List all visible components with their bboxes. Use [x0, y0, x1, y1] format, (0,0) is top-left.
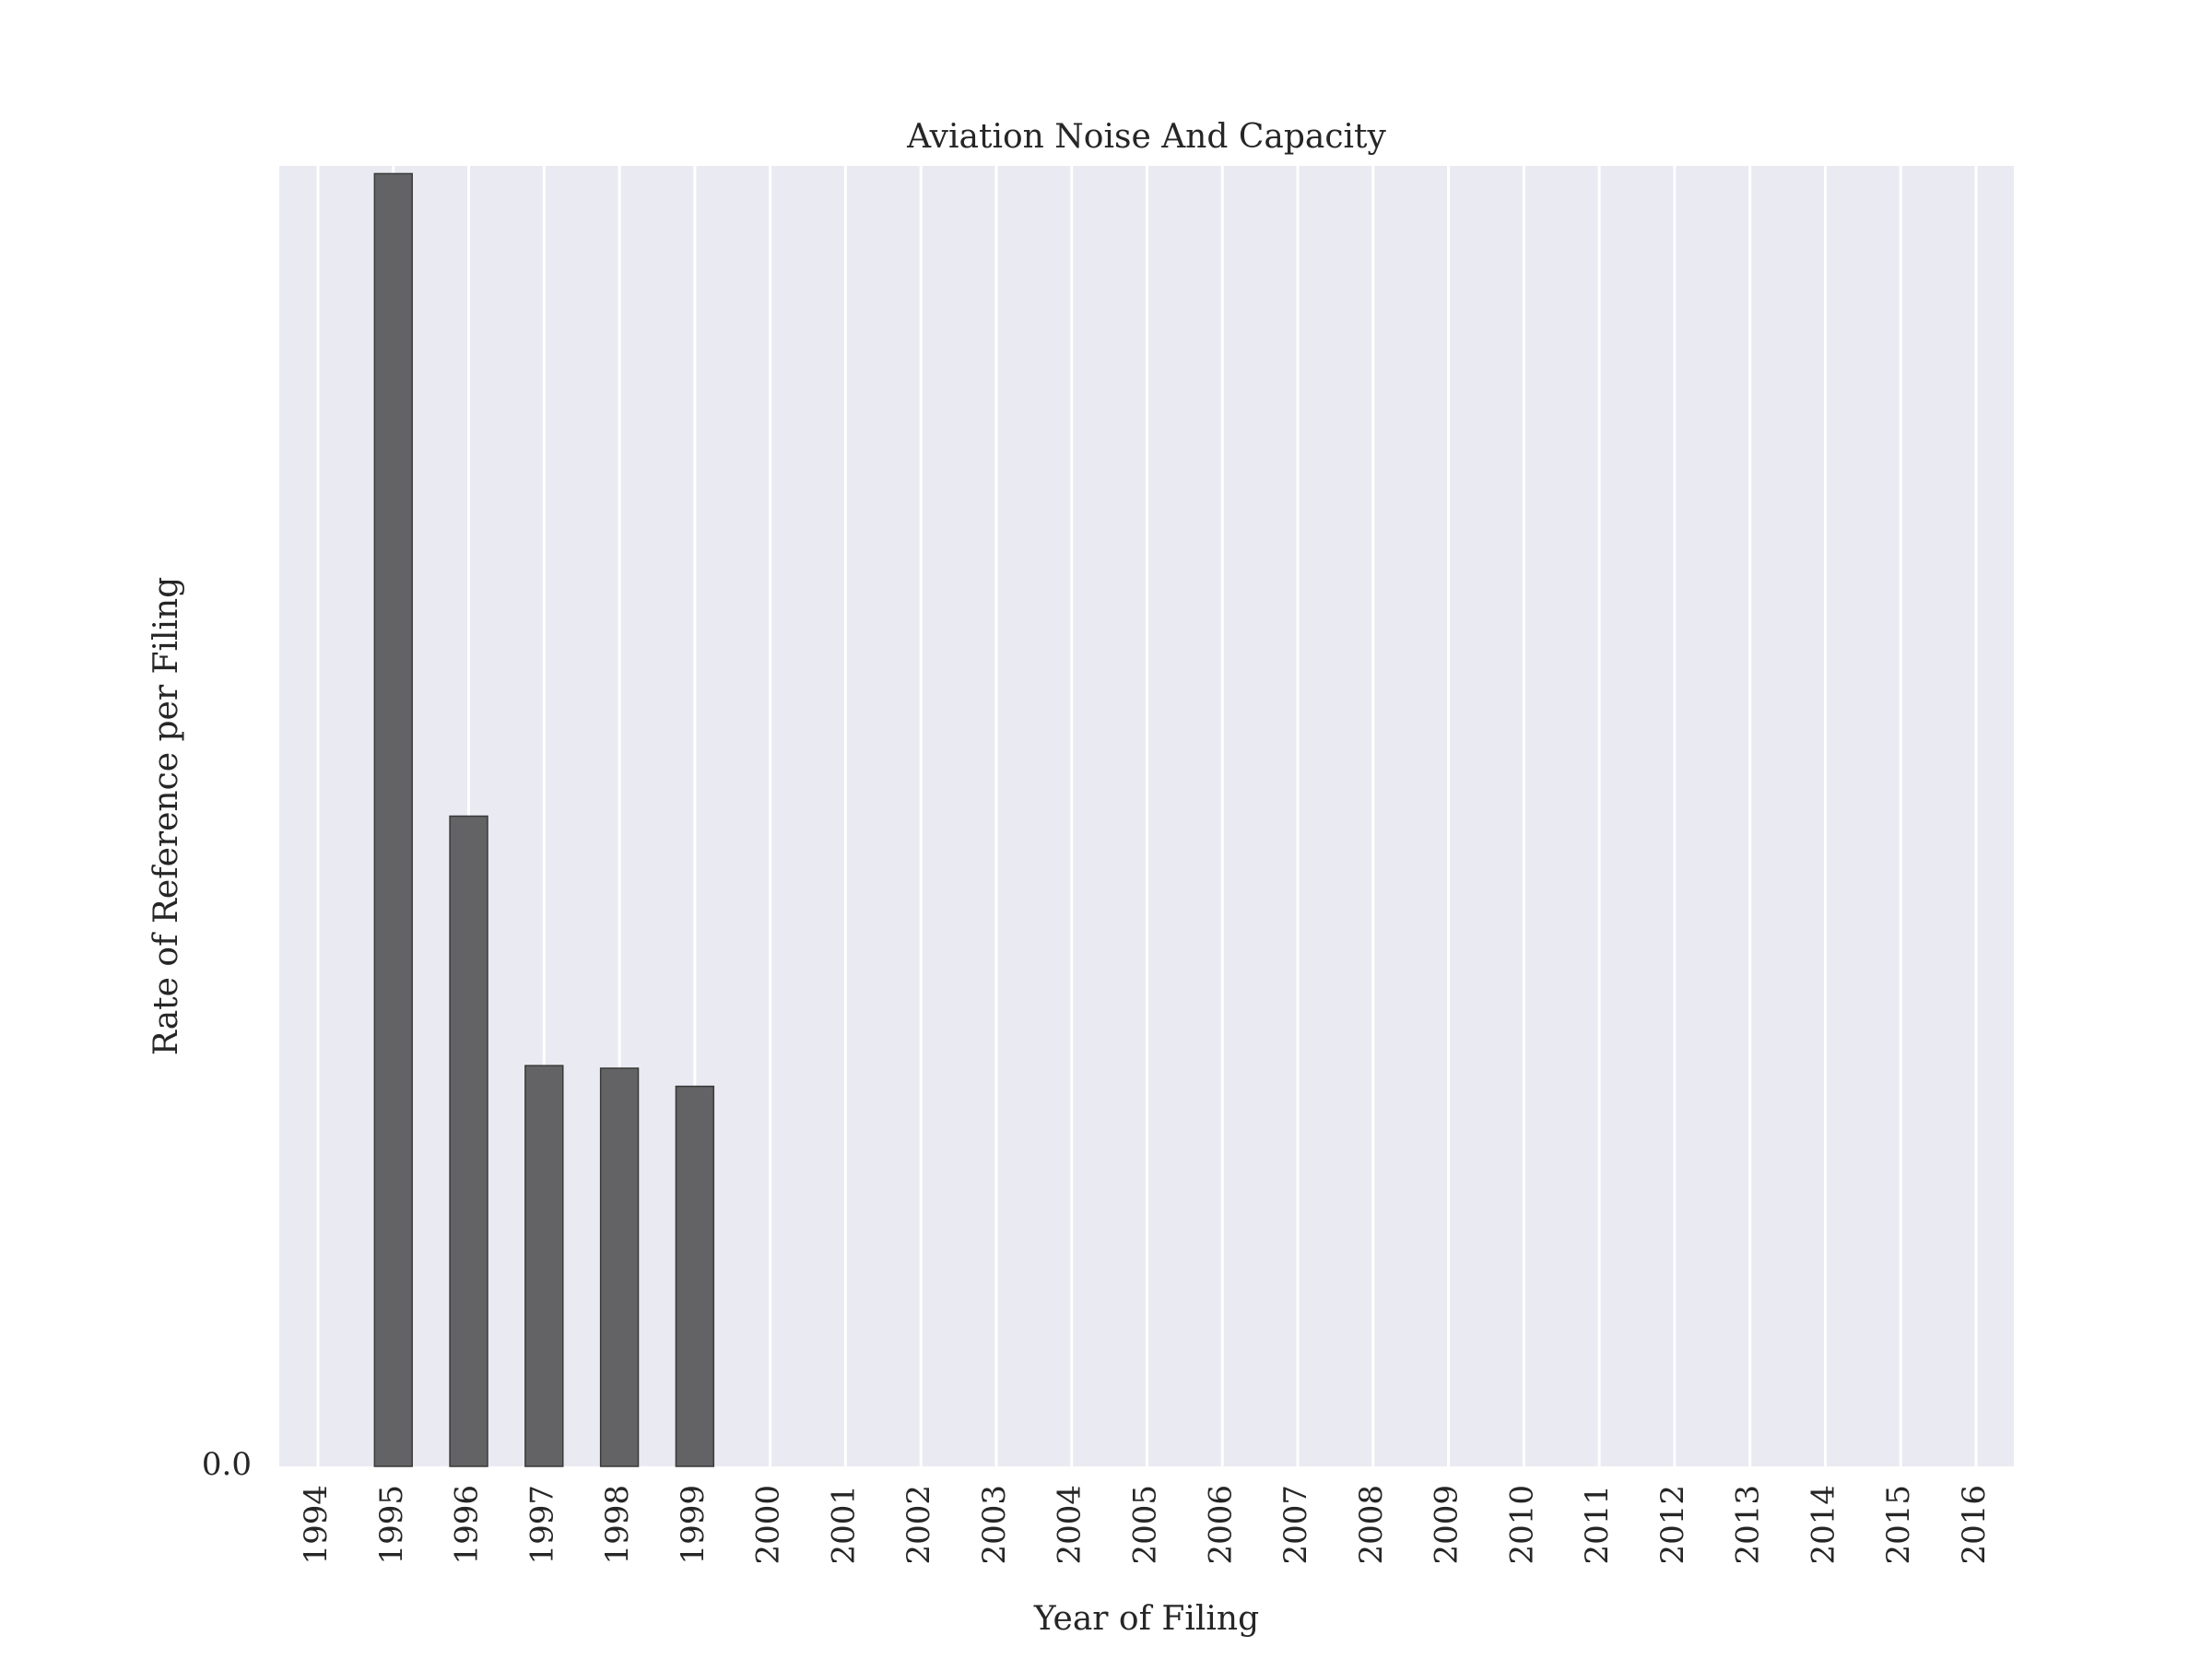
x-tick-label: 2013 — [1730, 1485, 1767, 1565]
x-tick-label: 2002 — [900, 1485, 937, 1565]
x-tick-label: 2011 — [1579, 1485, 1616, 1565]
chart-title: Aviation Noise And Capacity — [906, 118, 1386, 156]
x-tick-label: 2000 — [750, 1485, 787, 1565]
x-tick-label: 1994 — [298, 1485, 335, 1565]
bar-1997 — [524, 1065, 564, 1467]
x-tick-label: 2005 — [1127, 1485, 1164, 1565]
x-tick-label: 2001 — [825, 1485, 862, 1565]
x-tick-label: 1996 — [449, 1485, 486, 1565]
x-tick-label: 2006 — [1202, 1485, 1239, 1565]
bar-1999 — [675, 1085, 715, 1467]
bars — [373, 172, 715, 1467]
x-tick-label: 2008 — [1353, 1485, 1390, 1565]
x-tick-label: 1995 — [373, 1485, 410, 1565]
x-tick-label: 2015 — [1880, 1485, 1917, 1565]
x-tick-label: 2007 — [1277, 1485, 1314, 1565]
x-tick-label: 2009 — [1429, 1485, 1465, 1565]
x-tick-label: 2010 — [1503, 1485, 1540, 1565]
x-tick-label: 2003 — [976, 1485, 1013, 1565]
bar-1996 — [449, 815, 488, 1467]
x-tick-labels: 1994 1995 1996 1997 1998 1999 2000 2001 2002 2003… — [298, 1485, 1993, 1565]
y-tick-labels: 0.0 — [202, 1446, 252, 1483]
bar-1998 — [599, 1067, 640, 1467]
y-tick-label: 0.0 — [202, 1446, 252, 1483]
x-tick-label: 2014 — [1805, 1485, 1841, 1565]
x-axis-label: Year of Filing — [1033, 1600, 1259, 1638]
x-tick-label: 2004 — [1052, 1485, 1088, 1565]
grid-lines — [316, 166, 1978, 1466]
bar-1995 — [373, 172, 413, 1467]
x-tick-label: 2012 — [1654, 1485, 1691, 1565]
y-axis-label: Rate of Reference per Filing — [147, 577, 185, 1055]
x-tick-label: 2016 — [1956, 1485, 1993, 1565]
x-tick-label: 1997 — [524, 1485, 560, 1565]
x-tick-label: 1999 — [675, 1485, 712, 1565]
x-tick-label: 1998 — [599, 1485, 636, 1565]
